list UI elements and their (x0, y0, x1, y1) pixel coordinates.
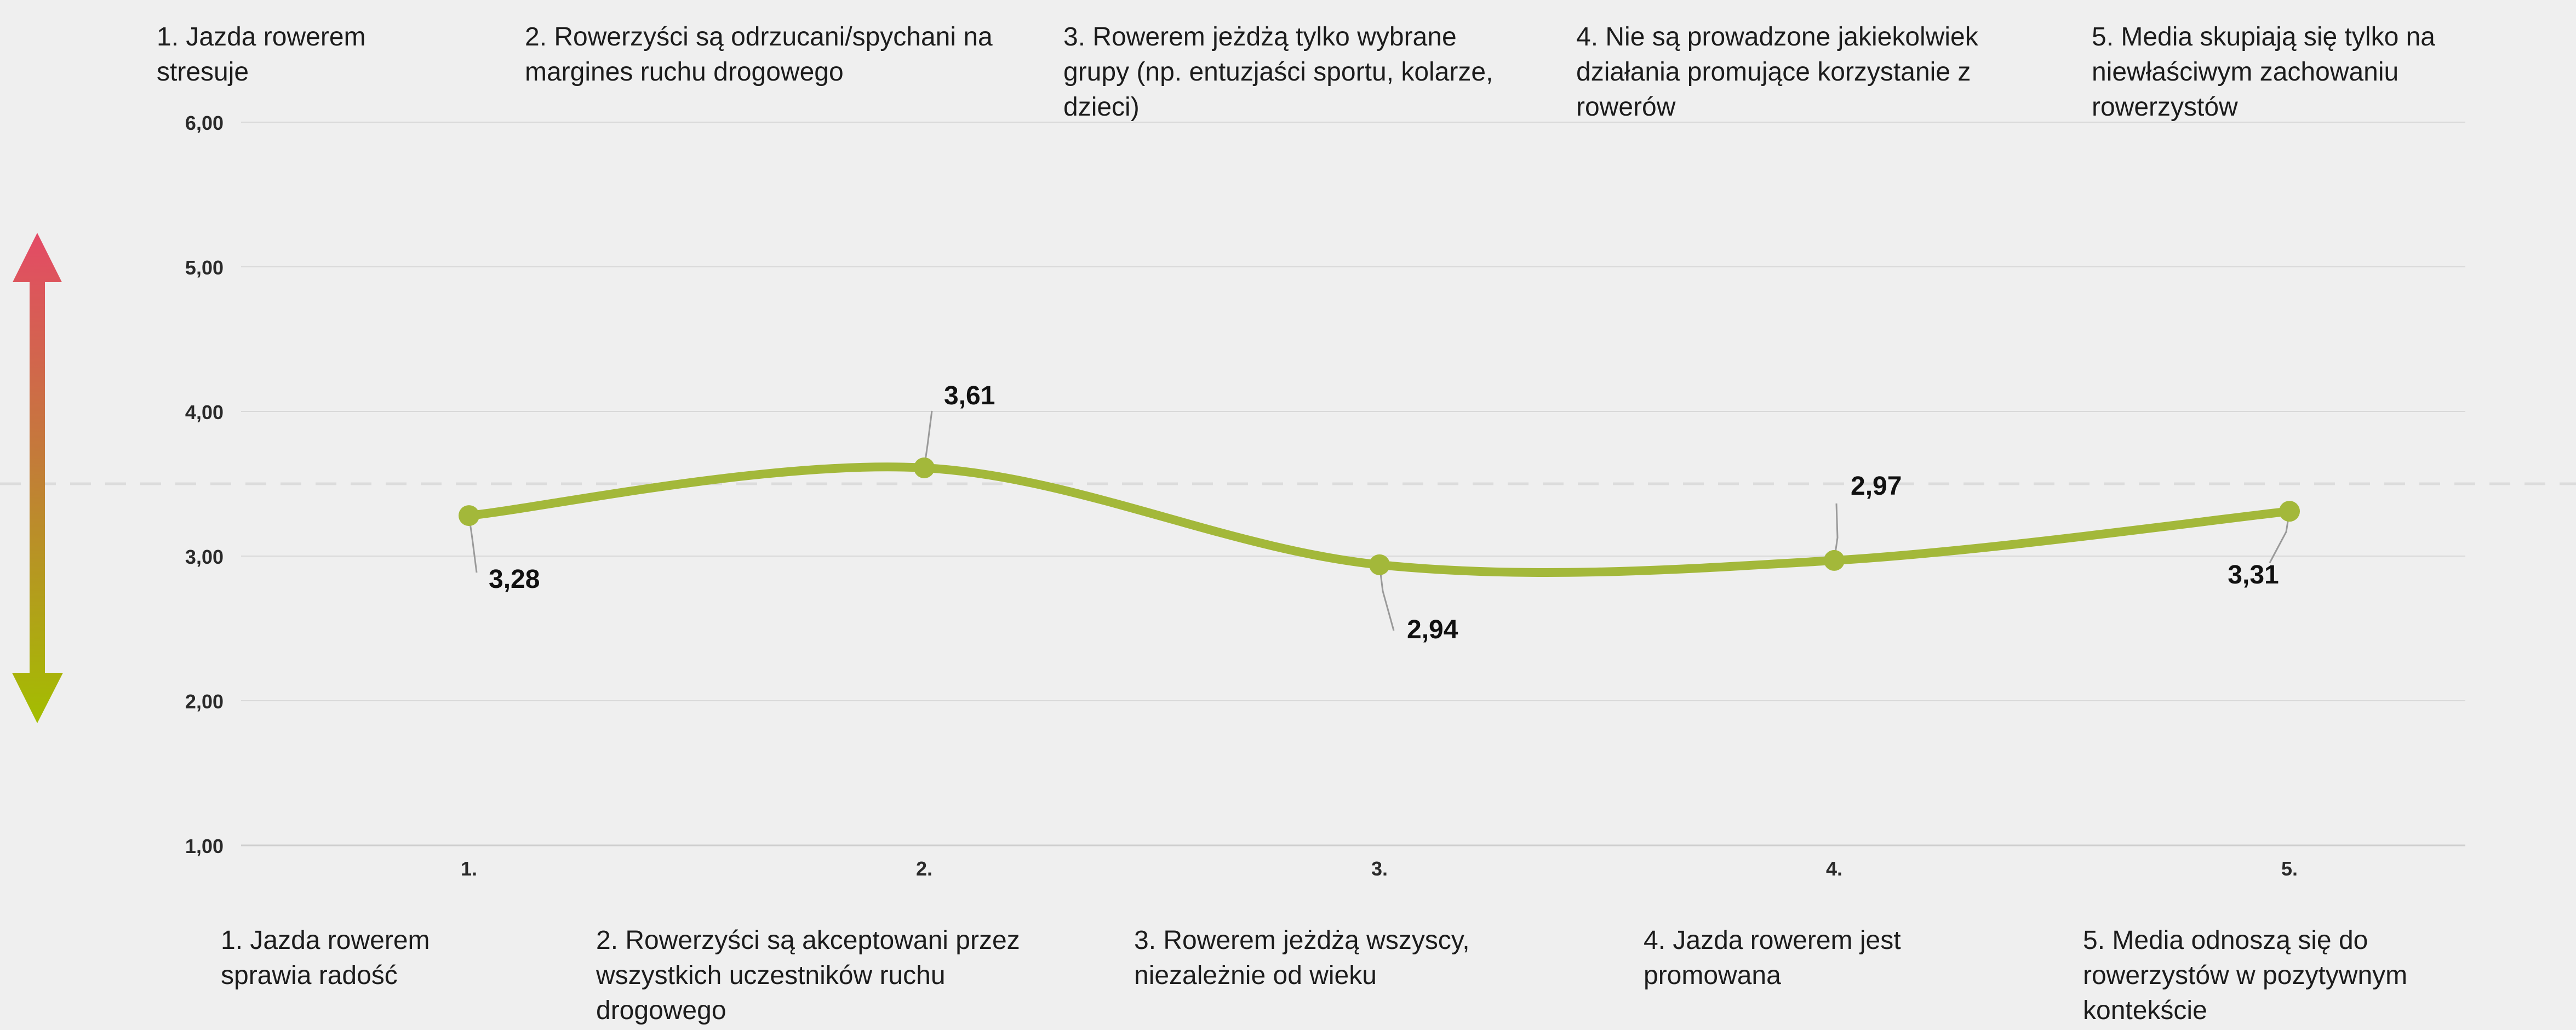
data-label: 2,97 (1851, 472, 1902, 501)
bottom-statement-3: 3. Rowerem jeżdżą wszyscy, niezależnie o… (1134, 926, 1470, 990)
y-tick-label: 6,00 (185, 112, 224, 134)
top-statement-4: 4. Nie są prowadzone jakiekolwiek działa… (1576, 22, 1978, 122)
x-tick-label: 1. (461, 857, 477, 880)
data-label: 3,31 (2228, 560, 2279, 590)
label-layer: 3,28 3,61 2,94 2,97 3,31 (459, 381, 2300, 644)
y-tick-label: 3,00 (185, 546, 224, 568)
gradient-arrow (12, 233, 63, 723)
gradient-arrow-shape (12, 233, 63, 723)
top-statement-2: 2. Rowerzyści są odrzucani/spychani na m… (525, 22, 993, 87)
grid-layer: 1,00 2,00 3,00 4,00 5,00 6,00 1. 2. 3. 4. 5. (0, 112, 2576, 880)
x-tick-label: 5. (2281, 857, 2298, 880)
data-point (914, 457, 935, 478)
top-statement-5: 5. Media skupiają się tylko na niewłaści… (2092, 22, 2435, 122)
top-statement-1: 1. Jazda rowerem stresuje (157, 22, 366, 87)
bottom-statement-2: 2. Rowerzyści są akceptowani przez wszys… (596, 926, 1020, 1025)
y-tick-label: 4,00 (185, 401, 224, 424)
bottom-statement-1: 1. Jazda rowerem sprawia radość (221, 926, 430, 990)
y-tick-label: 2,00 (185, 690, 224, 713)
y-tick-label: 5,00 (185, 256, 224, 279)
top-statement-3: 3. Rowerem jeżdżą tylko wybrane grupy (n… (1063, 22, 1493, 122)
data-label: 2,94 (1407, 615, 1458, 644)
data-point (1824, 550, 1845, 571)
bottom-statement-4: 4. Jazda rowerem jest promowana (1644, 926, 1901, 990)
x-tick-label: 3. (1371, 857, 1388, 880)
data-point (2279, 501, 2300, 522)
data-label: 3,28 (489, 565, 540, 594)
data-point (459, 505, 479, 527)
data-label: 3,61 (944, 381, 995, 410)
x-tick-label: 2. (916, 857, 932, 880)
y-tick-label: 1,00 (185, 835, 224, 857)
x-tick-label: 4. (1826, 857, 1842, 880)
data-point (1369, 554, 1390, 575)
bottom-statement-5: 5. Media odnoszą się do rowerzystów w po… (2083, 926, 2408, 1025)
